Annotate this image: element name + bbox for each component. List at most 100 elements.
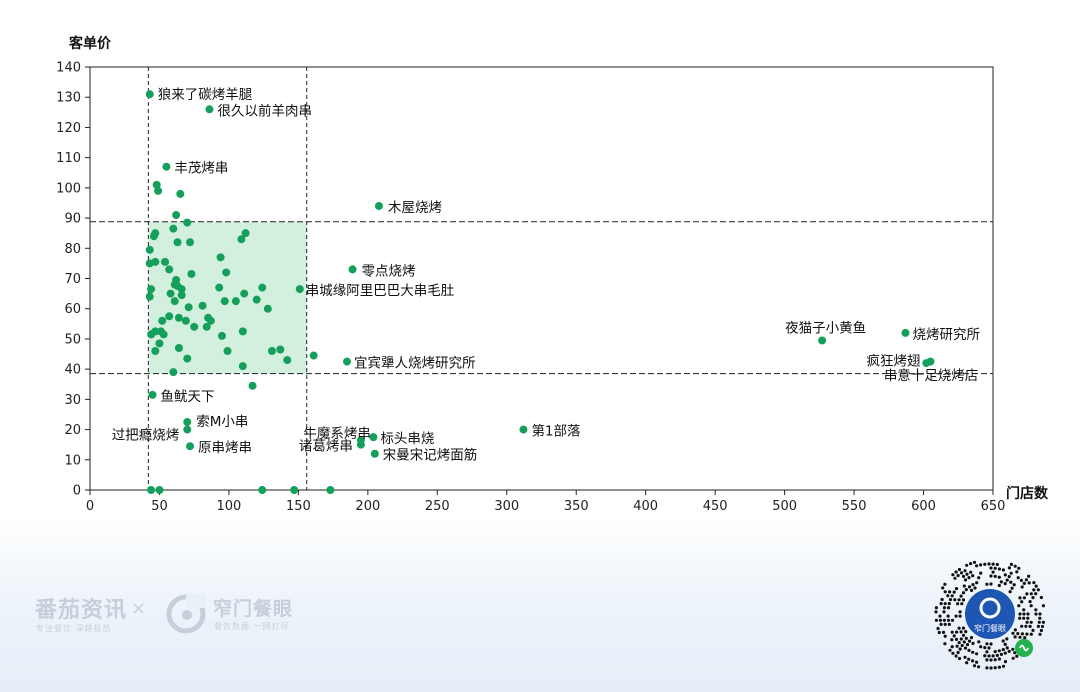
qr-dot — [989, 642, 993, 646]
data-point — [267, 347, 276, 356]
y-tick-label: 110 — [56, 151, 81, 166]
qr-dot — [947, 622, 951, 626]
data-point — [519, 425, 528, 434]
qr-dot — [955, 630, 959, 634]
qr-dot — [1022, 581, 1026, 585]
point-label: 烧烤研究所 — [912, 327, 980, 343]
data-point — [252, 295, 261, 304]
y-tick-label: 130 — [56, 91, 81, 106]
qr-dot — [1012, 583, 1016, 587]
y-tick-label: 90 — [64, 212, 81, 227]
footer-background — [0, 520, 1080, 692]
qr-dot — [958, 614, 962, 618]
qr-dot — [948, 590, 952, 594]
chart-axes: 0 50 100 150 200 250 300 350 400 450 500 550 600 650 0… — [56, 61, 1005, 515]
data-point — [174, 343, 183, 352]
qr-dot — [1009, 571, 1013, 575]
y-tick-label: 40 — [64, 363, 81, 378]
data-point — [283, 356, 292, 365]
qr-dot — [965, 661, 969, 665]
scatter-chart: 0 50 100 150 200 250 300 350 400 450 500 550 600 650 0… — [56, 35, 1049, 515]
point-label: 宋曼宋记烤面筋 — [383, 447, 478, 464]
qr-dot — [1040, 624, 1045, 629]
qr-dot — [975, 652, 979, 656]
qr-dot — [943, 590, 947, 594]
qr-dot — [993, 666, 997, 670]
x-tick-label: 350 — [564, 499, 589, 514]
qr-dot — [960, 602, 964, 606]
data-point — [222, 268, 231, 277]
qr-dot — [1029, 632, 1033, 636]
x-tick-label: 500 — [772, 499, 797, 514]
qr-dot — [1013, 628, 1017, 632]
qr-dot — [975, 581, 979, 585]
data-point — [169, 224, 178, 233]
qr-dot — [1019, 578, 1023, 582]
qr-dot — [971, 659, 975, 663]
qr-dot — [1003, 660, 1008, 664]
y-tick-label: 20 — [64, 423, 81, 438]
data-point — [258, 283, 267, 292]
qr-dot — [950, 594, 954, 598]
qr-dot — [1003, 642, 1007, 646]
qr-dot — [995, 653, 999, 657]
qr-dot — [1025, 632, 1029, 636]
data-point — [276, 345, 285, 354]
qr-dot — [983, 562, 987, 566]
brand-fanqie-title: 番茄资讯 — [35, 598, 128, 623]
qr-dot — [965, 563, 969, 567]
qr-dot — [942, 618, 946, 622]
data-point — [263, 304, 272, 313]
qr-dot — [958, 647, 962, 651]
qr-dot — [951, 651, 955, 655]
qr-dot — [1041, 620, 1045, 624]
data-point — [183, 218, 192, 227]
qr-dot — [997, 583, 1001, 588]
qr-dot — [1016, 576, 1020, 580]
qr-dot — [1031, 596, 1035, 600]
qr-dot — [1005, 646, 1009, 650]
chart-points — [145, 90, 935, 494]
qr-dot — [967, 648, 971, 652]
qr-dot — [971, 574, 975, 578]
qr-dot — [1031, 628, 1035, 632]
qr-dot — [934, 606, 938, 610]
data-point — [184, 303, 193, 312]
qr-dot — [934, 618, 938, 622]
qr-dot — [1018, 616, 1022, 620]
qr-dot — [993, 650, 997, 654]
data-point — [215, 283, 224, 292]
qr-dot — [1022, 616, 1026, 620]
point-label: 木屋烧烤 — [388, 200, 442, 216]
qr-dot — [943, 582, 947, 586]
qr-dot — [1017, 566, 1021, 570]
qr-dot — [972, 664, 977, 668]
qr-dot — [953, 576, 957, 580]
qr-dot — [942, 610, 946, 614]
data-point — [356, 440, 365, 449]
data-point — [295, 285, 304, 294]
qr-dot — [964, 636, 968, 640]
qr-dot — [965, 572, 969, 576]
data-point — [309, 351, 318, 360]
qr-dot — [957, 567, 962, 572]
data-point — [177, 291, 186, 300]
data-point — [348, 265, 357, 274]
mini-program-qr-code[interactable]: 窄门餐眼 — [934, 560, 1046, 672]
qr-dot — [1007, 575, 1011, 579]
data-point — [147, 330, 156, 339]
qr-dot — [946, 618, 951, 622]
qr-dot — [954, 654, 958, 658]
data-point — [241, 229, 250, 238]
qr-dot — [1036, 588, 1040, 592]
qr-dot — [964, 630, 968, 634]
qr-dot — [1024, 624, 1028, 628]
qr-dot — [1037, 620, 1041, 624]
qr-dot — [959, 571, 964, 575]
data-point — [198, 301, 207, 310]
qr-dot — [1038, 632, 1042, 636]
qr-dot — [1029, 604, 1033, 608]
data-point — [151, 257, 160, 266]
qr-dot — [999, 652, 1003, 656]
data-point — [326, 486, 335, 494]
